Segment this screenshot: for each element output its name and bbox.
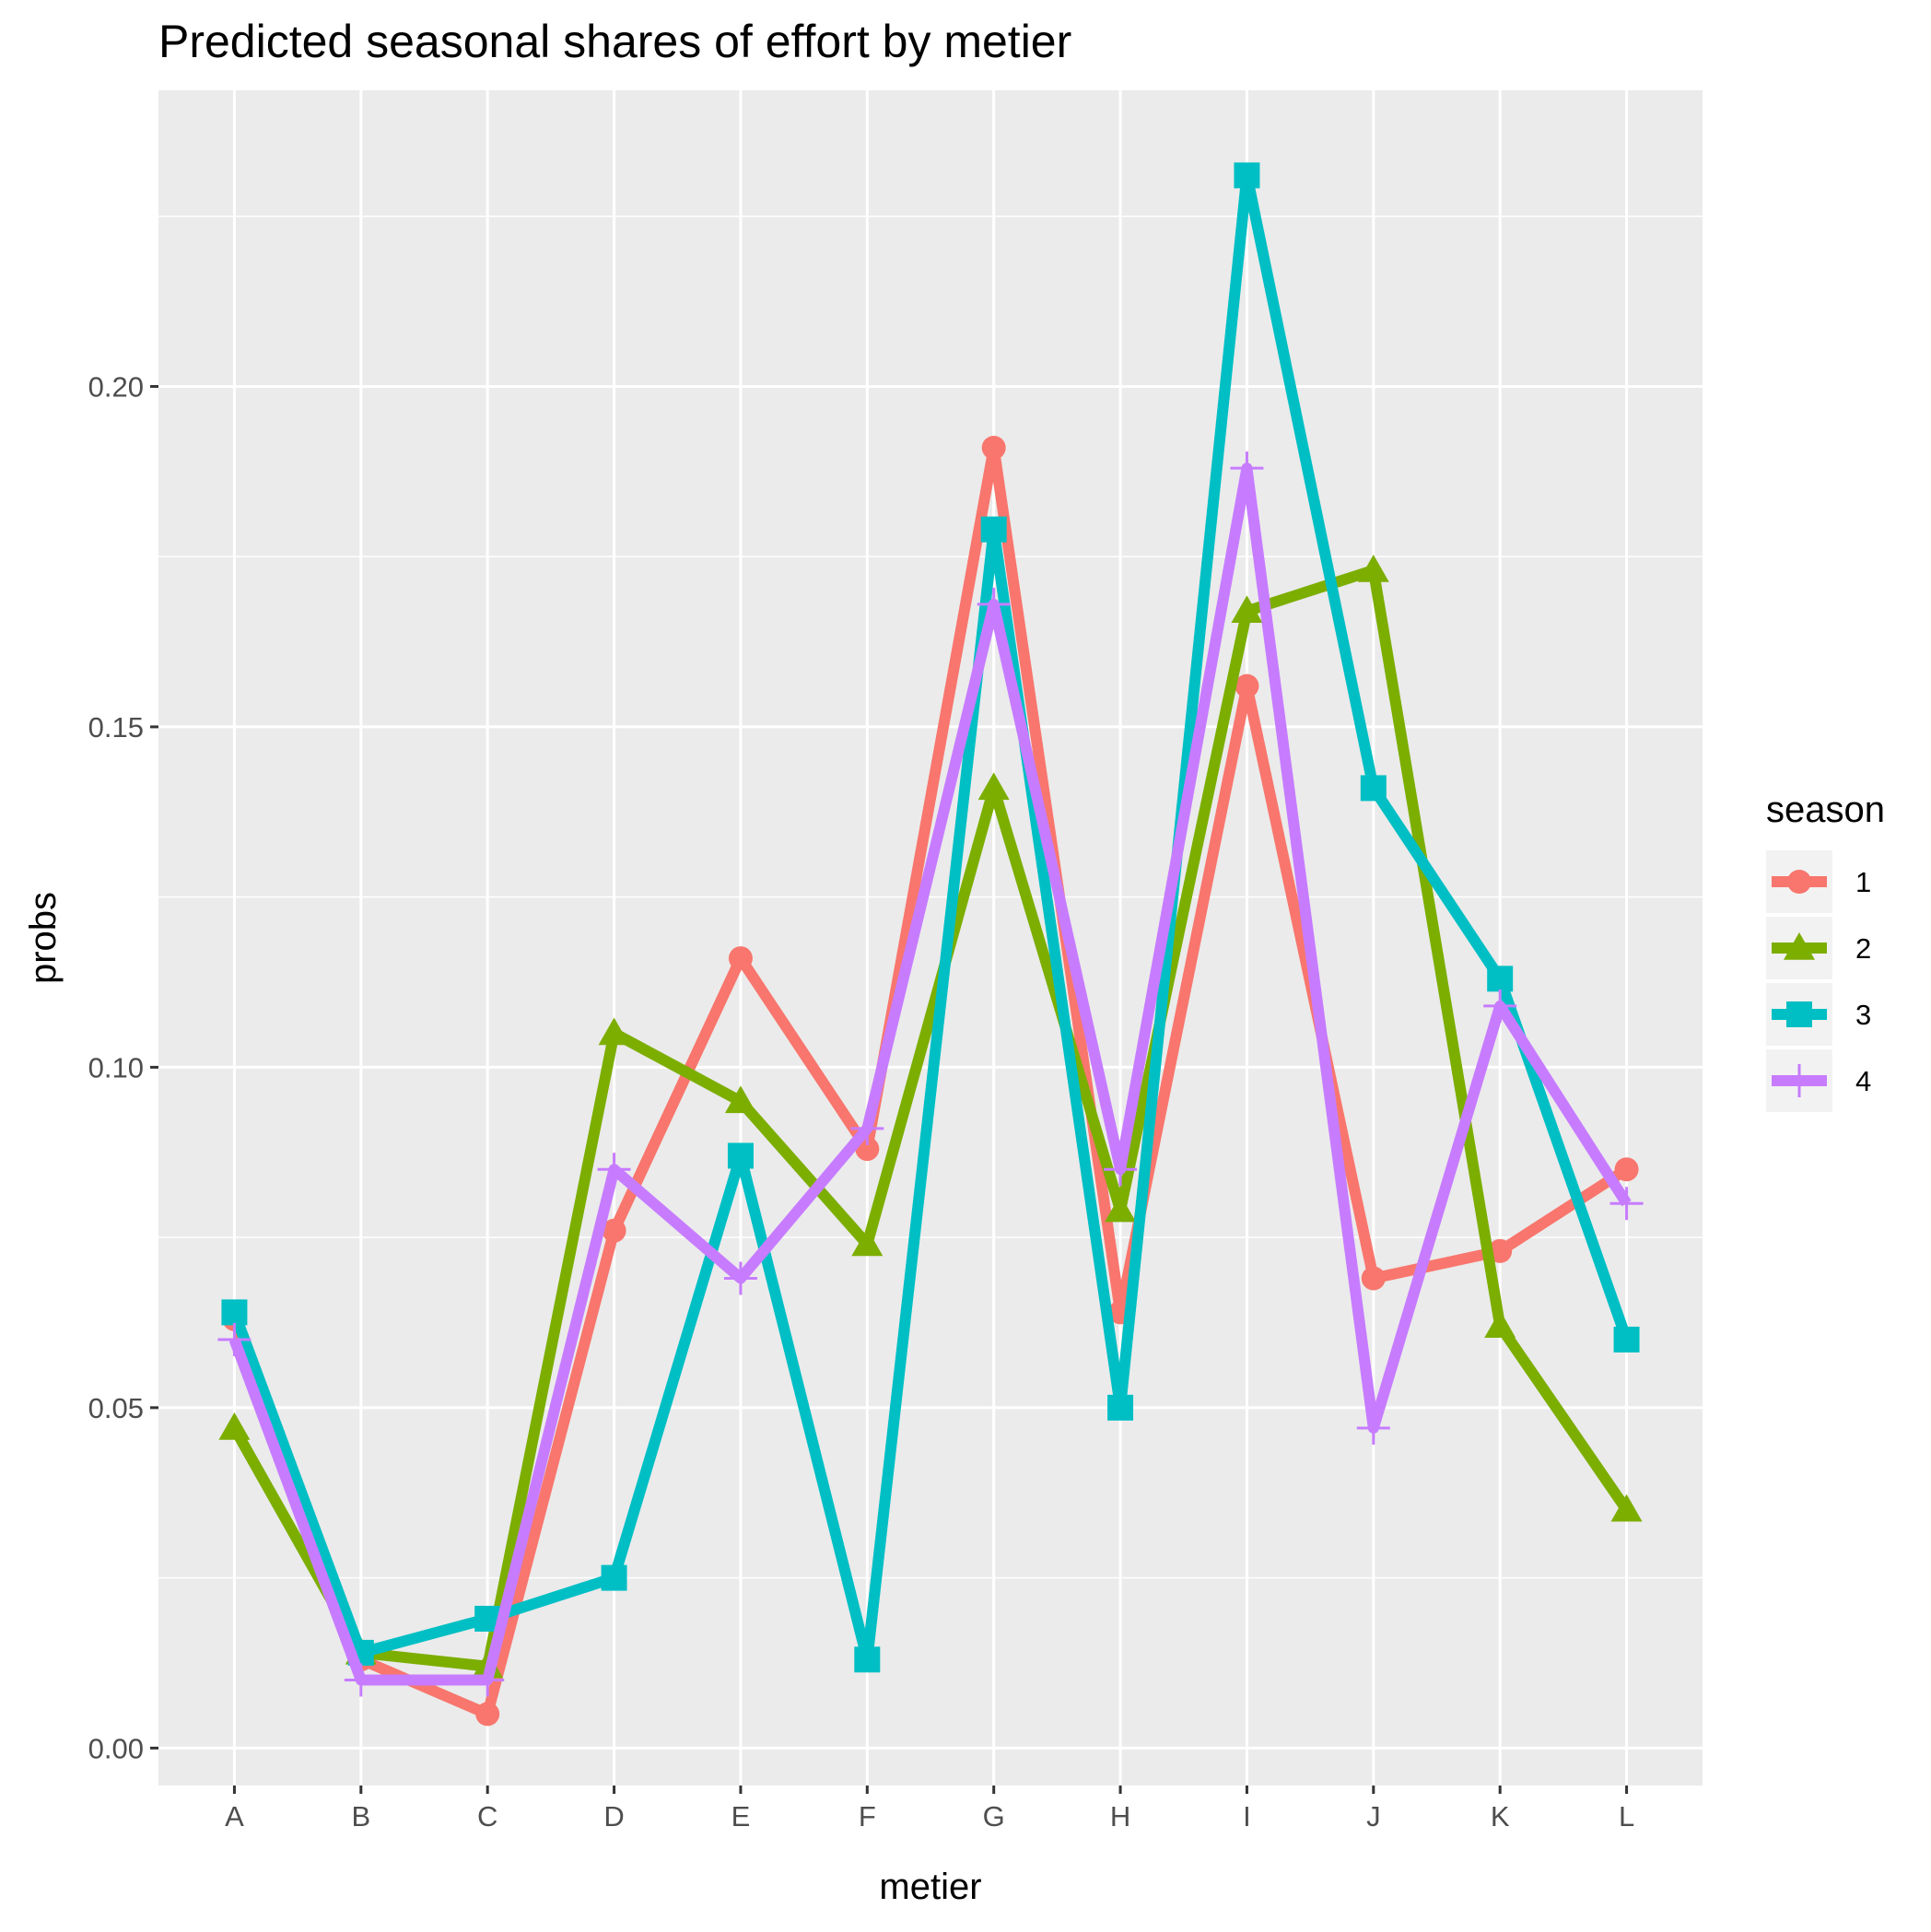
legend-key-marker xyxy=(1786,1001,1812,1027)
data-point xyxy=(1484,1310,1516,1338)
data-point xyxy=(1483,989,1517,1023)
y-tick-label: 0.20 xyxy=(88,370,144,403)
series-3 xyxy=(221,162,1640,1673)
data-point xyxy=(218,1412,251,1440)
series-line xyxy=(229,564,1632,1672)
y-axis-title: probs xyxy=(23,892,64,984)
data-point xyxy=(1613,1326,1640,1352)
data-point xyxy=(344,1663,378,1697)
y-tick-label: 0.10 xyxy=(88,1051,144,1083)
data-point xyxy=(977,587,1011,621)
chart-title: Predicted seasonal shares of effort by m… xyxy=(158,16,1071,67)
data-point xyxy=(1609,1187,1644,1221)
series-line xyxy=(228,170,1633,1666)
y-tick-label: 0.00 xyxy=(88,1732,144,1764)
data-point xyxy=(727,1142,754,1169)
data-point xyxy=(475,1702,500,1727)
data-point xyxy=(217,1322,252,1356)
data-point xyxy=(1357,554,1389,582)
plot-panel xyxy=(158,90,1703,1786)
legend-label: 2 xyxy=(1855,932,1871,965)
data-point xyxy=(1614,1157,1639,1182)
data-series xyxy=(217,162,1644,1727)
data-point xyxy=(1487,966,1514,992)
y-tick-label: 0.15 xyxy=(88,711,144,744)
x-tick-label: B xyxy=(351,1800,370,1832)
x-tick-label: H xyxy=(1110,1800,1130,1832)
axes: 0.00 0.05 0.10 0.15 0.20 A B C D E F G H I J K L xyxy=(88,370,1635,1832)
data-point xyxy=(980,516,1007,543)
x-tick-label: F xyxy=(859,1800,876,1832)
data-point xyxy=(850,1111,884,1145)
x-tick-label: G xyxy=(983,1800,1005,1832)
legend-title: season xyxy=(1766,790,1885,830)
legend-item: 3 xyxy=(1766,983,1871,1046)
legend-item: 4 xyxy=(1766,1049,1871,1112)
data-point xyxy=(1235,673,1259,698)
series-line xyxy=(228,441,1630,1720)
x-tick-label: C xyxy=(477,1800,497,1832)
grid-lines xyxy=(158,90,1703,1786)
series-4 xyxy=(217,451,1644,1697)
legend-item: 2 xyxy=(1766,917,1871,979)
legend-label: 4 xyxy=(1855,1065,1871,1097)
x-tick-label: I xyxy=(1243,1800,1251,1832)
legend-label: 3 xyxy=(1855,999,1871,1031)
x-tick-label: E xyxy=(731,1800,751,1832)
data-point xyxy=(598,1017,630,1046)
data-point xyxy=(471,1663,505,1697)
data-point xyxy=(602,1218,626,1243)
legend-key-marker xyxy=(1784,932,1815,960)
x-tick-label: D xyxy=(603,1800,624,1832)
data-point xyxy=(1230,451,1264,486)
x-tick-label: J xyxy=(1366,1800,1381,1832)
data-point xyxy=(1360,775,1387,802)
data-point xyxy=(1231,595,1263,624)
data-point xyxy=(601,1564,627,1591)
x-tick-label: A xyxy=(225,1800,244,1832)
data-point xyxy=(723,1261,757,1295)
legend-item: 1 xyxy=(1766,850,1871,913)
series-line xyxy=(228,463,1632,1686)
data-point xyxy=(981,435,1006,460)
legend-key-marker xyxy=(1783,1064,1816,1097)
y-tick-label: 0.05 xyxy=(88,1392,144,1424)
data-point xyxy=(1105,1194,1137,1223)
data-point xyxy=(221,1299,248,1326)
data-point xyxy=(1107,1394,1134,1421)
legend: season 1 2 3 4 xyxy=(1766,790,1885,1112)
data-point xyxy=(851,1228,884,1257)
data-point xyxy=(1234,162,1260,189)
data-point xyxy=(728,946,753,971)
legend-key-marker xyxy=(1787,870,1811,894)
x-tick-label: L xyxy=(1619,1800,1634,1832)
x-axis-title: metier xyxy=(879,1867,981,1907)
data-point xyxy=(1356,1411,1390,1446)
data-point xyxy=(1104,1153,1138,1187)
series-1 xyxy=(222,435,1639,1727)
data-point xyxy=(1361,1266,1386,1291)
legend-label: 1 xyxy=(1855,866,1871,898)
data-point xyxy=(854,1646,881,1673)
x-tick-label: K xyxy=(1491,1800,1510,1832)
data-point xyxy=(597,1153,631,1187)
data-point xyxy=(977,772,1010,801)
data-point xyxy=(1610,1493,1643,1522)
data-point xyxy=(724,1085,756,1114)
